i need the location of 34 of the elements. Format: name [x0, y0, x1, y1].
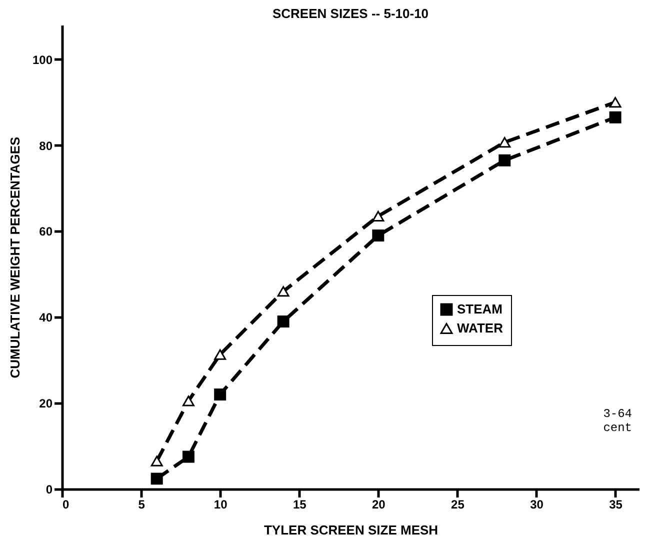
- point: [182, 396, 194, 406]
- point: [214, 388, 226, 400]
- x-tick-label: 10: [214, 498, 228, 512]
- point: [214, 349, 226, 360]
- x-axis-title: TYLER SCREEN SIZE MESH: [264, 522, 438, 538]
- x-tick-label: 25: [451, 498, 465, 512]
- chart-title: SCREEN SIZES -- 5-10-10: [272, 6, 429, 21]
- point: [498, 154, 511, 166]
- x-tick-label: 0: [62, 498, 70, 512]
- point: [372, 230, 384, 242]
- y-tick-label: 0: [46, 482, 53, 496]
- y-tick-label: 60: [39, 224, 53, 239]
- point: [498, 137, 511, 148]
- x-tick-label: 35: [609, 498, 623, 512]
- y-axis-title: CUMULATIVE WEIGHT PERCENTAGES: [7, 136, 22, 378]
- x-tick-label: 30: [530, 498, 544, 512]
- annotation: 3-64 cent: [603, 407, 632, 435]
- x-tick-label: 15: [292, 498, 307, 512]
- point: [182, 450, 194, 463]
- y-tick-label: 80: [39, 138, 53, 153]
- point: [277, 315, 290, 328]
- point: [609, 111, 622, 124]
- y-tick-label: 20: [39, 396, 53, 411]
- x-tick-label: 20: [372, 498, 386, 512]
- legend-label: WATER: [457, 320, 504, 336]
- point: [150, 456, 163, 466]
- point: [150, 472, 163, 485]
- y-tick-label: 100: [32, 52, 53, 67]
- point: [609, 97, 622, 108]
- legend-label: STEAM: [457, 302, 502, 316]
- point: [372, 210, 384, 222]
- x-tick-label: 5: [138, 498, 146, 512]
- point: [277, 286, 290, 297]
- y-tick-label: 40: [39, 310, 53, 325]
